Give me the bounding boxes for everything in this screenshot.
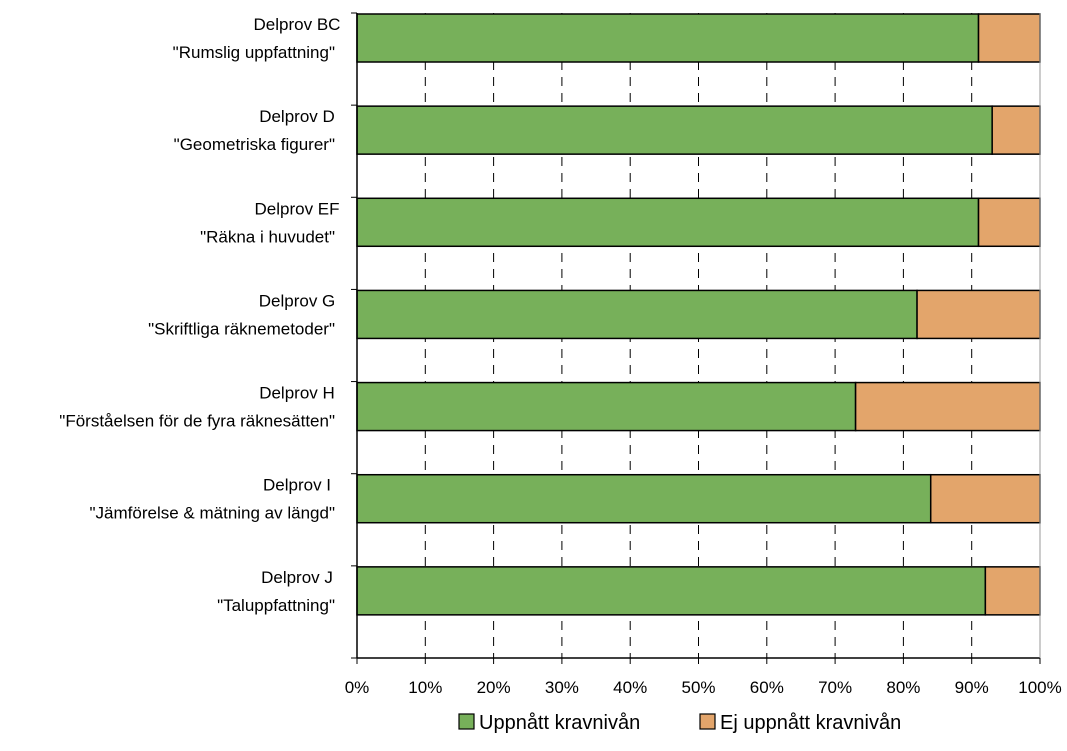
legend-swatch (458, 713, 475, 730)
legend-label: Uppnått kravnivån (479, 712, 640, 734)
category-label-line1: Delprov G (259, 291, 336, 310)
x-tick-label: 60% (750, 678, 784, 697)
x-tick-label: 20% (477, 678, 511, 697)
category-label-line2: "Förståelsen för de fyra räknesätten" (59, 412, 335, 431)
bar-uppnatt (356, 289, 918, 340)
category-label-line1: Delprov I (263, 476, 331, 495)
bar-ej-uppnatt (916, 289, 1041, 340)
category-label-line2: "Skriftliga räknemetoder" (148, 319, 335, 338)
bar-ej-uppnatt (984, 566, 1041, 616)
x-tick-label: 0% (345, 678, 370, 697)
category-label-line1: Delprov EF (254, 199, 339, 218)
legend-label: Ej uppnått kravnivån (720, 712, 901, 734)
x-tick-label: 100% (1018, 678, 1061, 697)
bar-uppnatt (356, 473, 932, 524)
category-label-line2: "Räkna i huvudet" (200, 227, 335, 246)
x-tick-label: 50% (681, 678, 715, 697)
bar-ej-uppnatt (854, 381, 1041, 432)
category-label-line2: "Jämförelse & mätning av längd" (90, 504, 335, 523)
bar-ej-uppnatt (977, 13, 1041, 63)
x-tick-label: 30% (545, 678, 579, 697)
category-label-line2: "Geometriska figurer" (174, 135, 335, 154)
x-tick-label: 40% (613, 678, 647, 697)
bar-uppnatt (356, 566, 987, 616)
legend-swatch (699, 713, 716, 730)
bar-ej-uppnatt (991, 105, 1041, 155)
x-tick-label: 70% (818, 678, 852, 697)
x-tick-label: 90% (955, 678, 989, 697)
category-label-line1: Delprov BC (254, 15, 341, 34)
bar-uppnatt (356, 105, 993, 155)
bar-uppnatt (356, 197, 980, 248)
bar-ej-uppnatt (929, 473, 1041, 524)
category-label-line1: Delprov H (259, 384, 335, 403)
x-tick-label: 80% (886, 678, 920, 697)
bar-ej-uppnatt (977, 197, 1041, 248)
category-label-line2: "Taluppfattning" (217, 596, 335, 615)
category-label-line2: "Rumslig uppfattning" (173, 43, 335, 62)
category-label-line1: Delprov D (259, 107, 335, 126)
bar-uppnatt (356, 381, 857, 432)
bar-uppnatt (356, 13, 980, 63)
category-label-line1: Delprov J (261, 568, 333, 587)
x-tick-label: 10% (408, 678, 442, 697)
